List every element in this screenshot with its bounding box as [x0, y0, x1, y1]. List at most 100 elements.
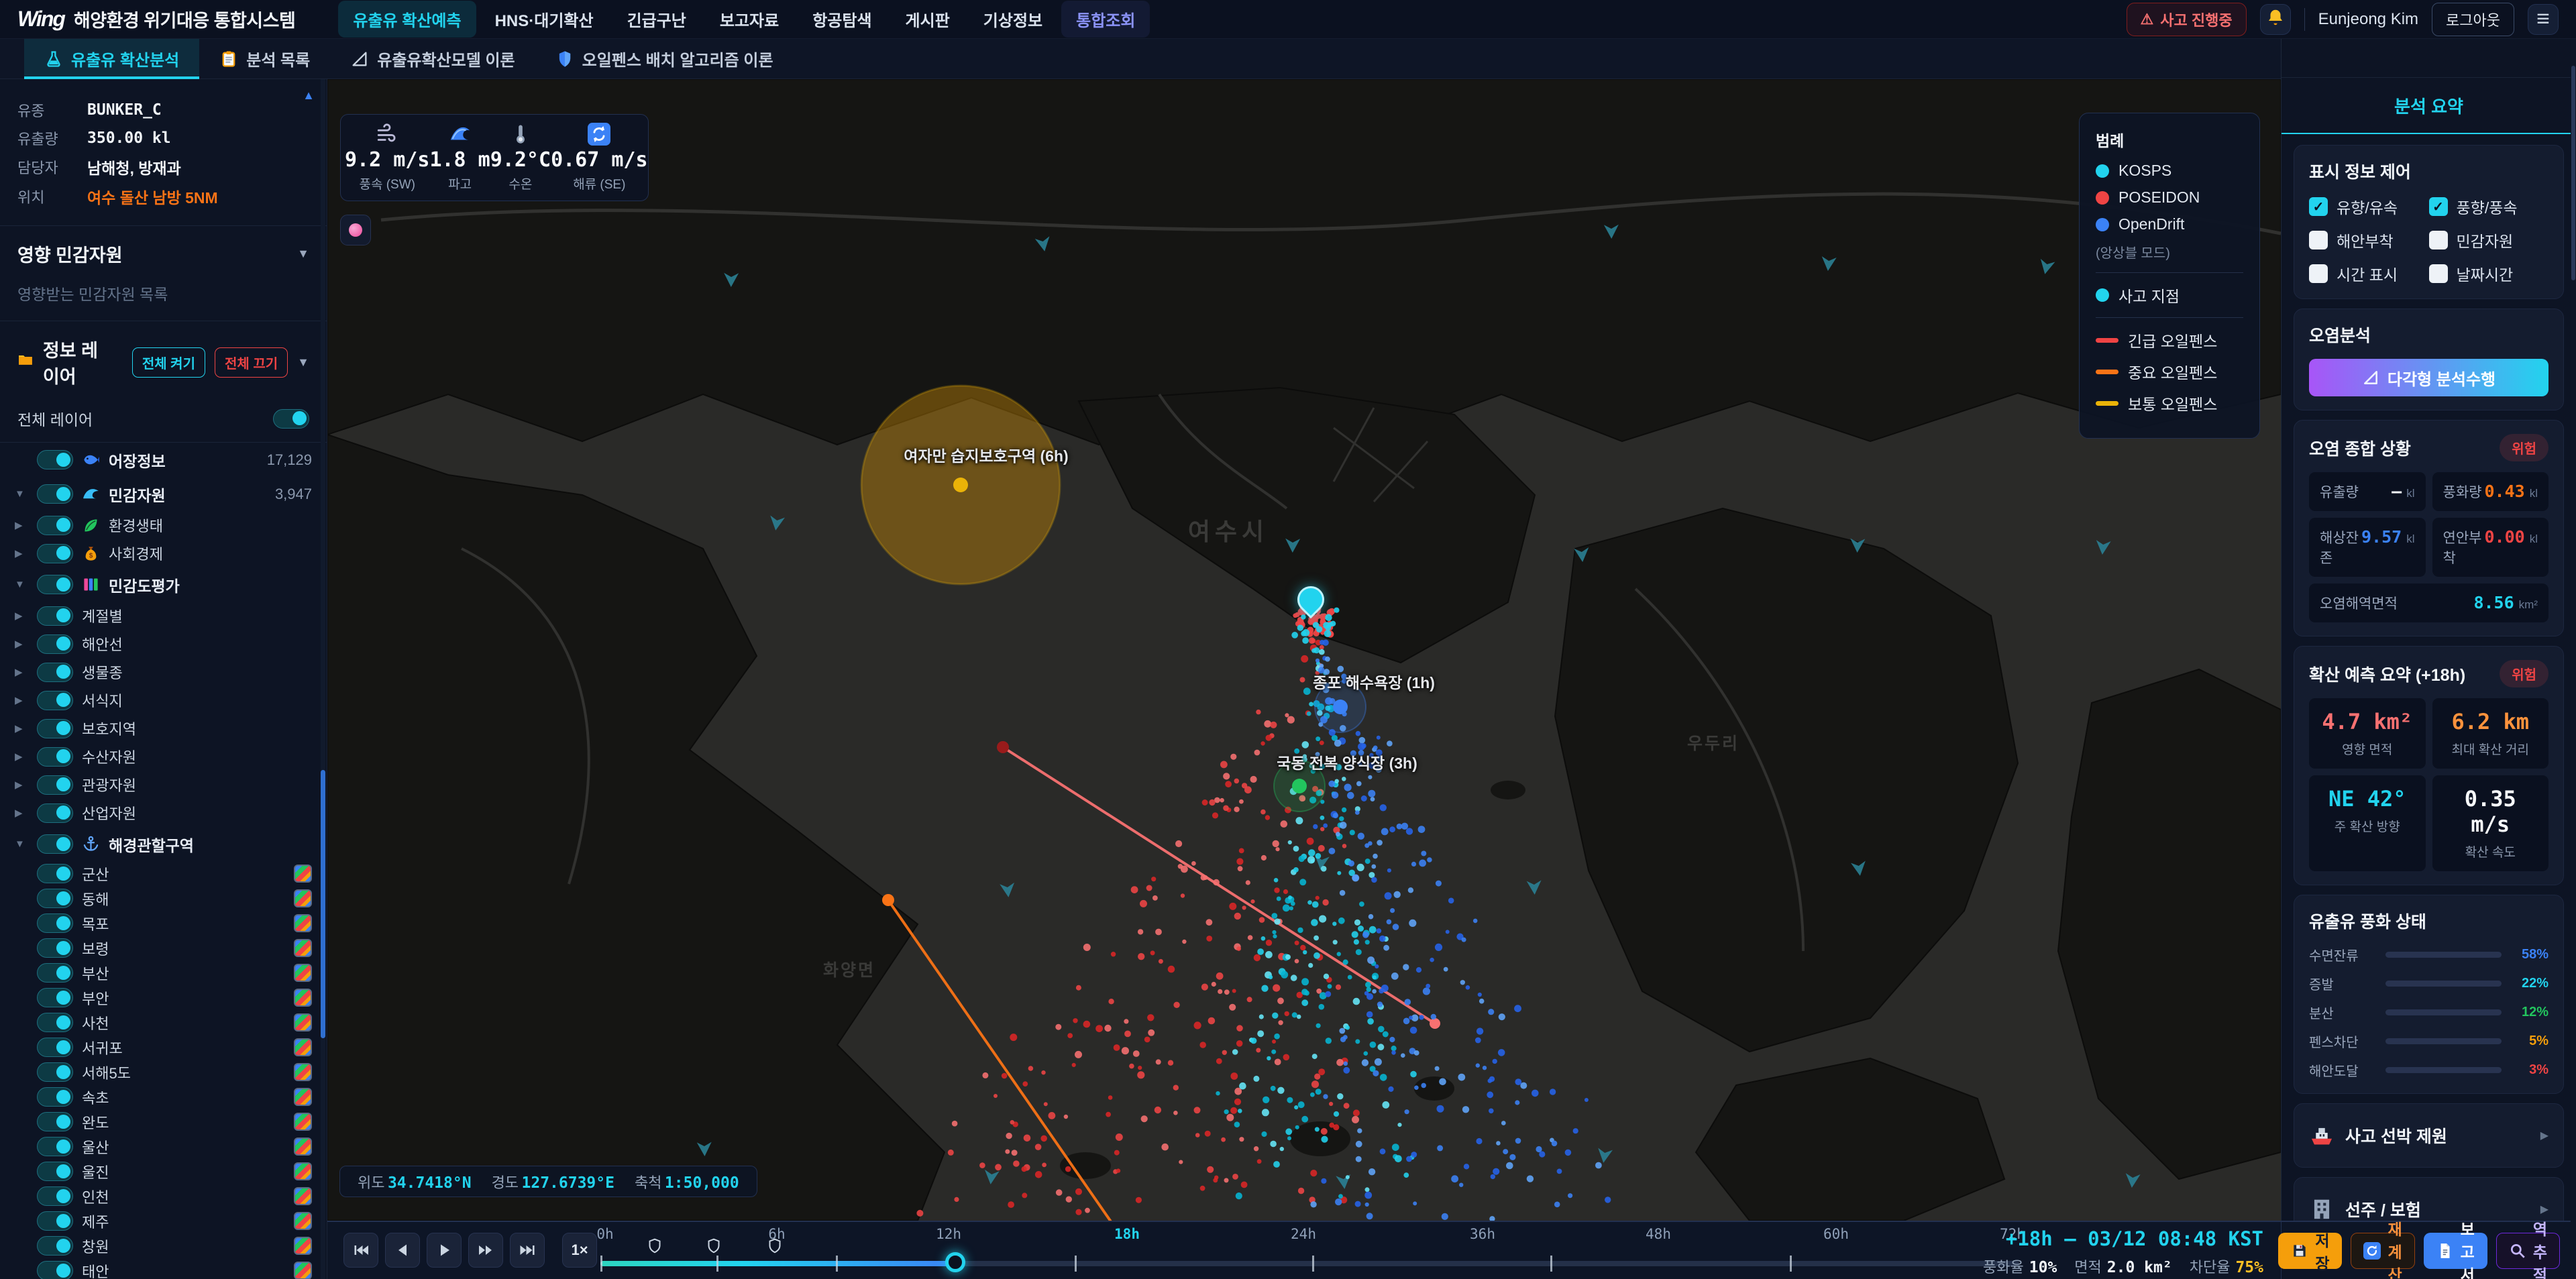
region-legend-button[interactable]	[294, 1212, 312, 1230]
layer-row-환경생태[interactable]: ▶ 환경생태	[0, 511, 327, 539]
oilfence-marker-icon[interactable]	[648, 1238, 661, 1254]
region-legend-button[interactable]	[294, 1013, 312, 1032]
layer-row-동해[interactable]: 동해	[0, 886, 327, 911]
region-legend-button[interactable]	[294, 1187, 312, 1205]
recalc-button[interactable]: 재계산	[2351, 1221, 2415, 1279]
caret-icon[interactable]: ▶	[15, 723, 23, 734]
layer-row-목포[interactable]: 목포	[0, 911, 327, 936]
checkbox-box[interactable]	[2428, 264, 2448, 283]
menu-button[interactable]: ≡	[2528, 3, 2559, 35]
map-canvas[interactable]: 여자만 습지보호구역 (6h) 종포 해수욕장 (1h) 국동 전복 양식장 (3h…	[327, 79, 2281, 1221]
playback-stepback-button[interactable]	[385, 1233, 420, 1268]
checkbox-시간 표시[interactable]: 시간 표시	[2309, 262, 2429, 285]
layer-row-보령[interactable]: 보령	[0, 936, 327, 960]
all-on-button[interactable]: 전체 켜기	[131, 347, 205, 378]
caret-icon[interactable]: ▶	[15, 610, 23, 622]
region-legend-button[interactable]	[294, 1162, 312, 1180]
layer-toggle[interactable]	[37, 543, 73, 563]
layer-row-민감도평가[interactable]: ▼ 민감도평가	[0, 567, 327, 602]
layer-toggle[interactable]	[37, 1112, 73, 1131]
layer-row-서식지[interactable]: ▶ 서식지	[0, 686, 327, 714]
layer-row-태안[interactable]: 태안	[0, 1258, 327, 1279]
oilfence-marker-icon[interactable]	[707, 1238, 720, 1254]
layer-row-부안[interactable]: 부안	[0, 985, 327, 1010]
nav-item-통합조회[interactable]: 통합조회	[1061, 1, 1150, 38]
region-legend-button[interactable]	[294, 1038, 312, 1056]
all-off-button[interactable]: 전체 끄기	[215, 347, 288, 378]
layer-row-군산[interactable]: 군산	[0, 861, 327, 886]
layer-row-어장정보[interactable]: 어장정보 17,129	[0, 443, 327, 477]
tab-유출유 확산분석[interactable]: 유출유 확산분석	[24, 39, 200, 79]
layer-toggle[interactable]	[37, 746, 73, 767]
collapse-icon[interactable]: ▲	[303, 89, 315, 102]
caret-icon[interactable]: ▶	[15, 779, 23, 791]
layer-row-사회경제[interactable]: ▶ $ 사회경제	[0, 539, 327, 567]
nav-item-유출유 확산예측[interactable]: 유출유 확산예측	[338, 1, 476, 38]
layer-toggle[interactable]	[37, 775, 73, 795]
checkbox-해안부착[interactable]: 해안부착	[2309, 229, 2429, 252]
layer-toggle[interactable]	[37, 889, 73, 908]
layer-toggle[interactable]	[37, 864, 73, 883]
layer-toggle[interactable]	[37, 803, 73, 823]
timeline-track[interactable]	[600, 1261, 2019, 1266]
layer-toggle[interactable]	[37, 1062, 73, 1082]
region-legend-button[interactable]	[294, 964, 312, 982]
layer-toggle[interactable]	[37, 938, 73, 958]
region-legend-button[interactable]	[294, 1237, 312, 1255]
caret-icon[interactable]: ▶	[15, 520, 23, 531]
region-legend-button[interactable]	[294, 989, 312, 1007]
layer-row-완도[interactable]: 완도	[0, 1109, 327, 1134]
caret-icon[interactable]: ▼	[15, 838, 25, 850]
layer-row-창원[interactable]: 창원	[0, 1233, 327, 1258]
tab-분석 목록[interactable]: 분석 목록	[199, 39, 330, 78]
layer-row-울진[interactable]: 울진	[0, 1159, 327, 1184]
chevron-down-icon[interactable]: ▼	[297, 355, 309, 369]
region-legend-button[interactable]	[294, 865, 312, 883]
layer-toggle[interactable]	[37, 1038, 73, 1057]
checkbox-box[interactable]	[2428, 231, 2448, 249]
caret-icon[interactable]: ▶	[15, 638, 23, 650]
tab-오일펜스 배치 알고리즘 이론[interactable]: 오일펜스 배치 알고리즘 이론	[535, 39, 794, 78]
layer-toggle[interactable]	[37, 690, 73, 710]
layer-row-산업자원[interactable]: ▶ 산업자원	[0, 799, 327, 827]
impact-section-header[interactable]: 영향 민감자원 ▼	[17, 245, 309, 266]
caret-icon[interactable]: ▶	[15, 808, 23, 819]
region-legend-button[interactable]	[294, 1137, 312, 1156]
map-tool-button[interactable]	[340, 215, 371, 245]
checkbox-풍향/풍속[interactable]: ✓ 풍향/풍속	[2428, 195, 2549, 218]
layer-toggle[interactable]	[37, 1261, 73, 1279]
layer-toggle[interactable]	[37, 1186, 73, 1206]
owner-insurance-card[interactable]: 선주 / 보험 ▶	[2294, 1177, 2564, 1221]
layer-row-해안선[interactable]: ▶ 해안선	[0, 630, 327, 658]
layer-toggle[interactable]	[37, 484, 73, 504]
back-button[interactable]: 역추적	[2496, 1221, 2560, 1279]
nav-item-긴급구난[interactable]: 긴급구난	[627, 12, 686, 30]
layer-toggle[interactable]	[37, 450, 73, 469]
caret-icon[interactable]: ▼	[15, 488, 25, 500]
tab-유출유확산모델 이론[interactable]: 유출유확산모델 이론	[330, 39, 535, 78]
notifications-button[interactable]	[2259, 3, 2291, 35]
vessel-spec-card[interactable]: 사고 선박 제원 ▶	[2294, 1103, 2564, 1168]
layer-row-해경관할구역[interactable]: ▼ 해경관할구역	[0, 827, 327, 861]
layer-row-계절별[interactable]: ▶ 계절별	[0, 602, 327, 630]
layer-toggle[interactable]	[37, 515, 73, 535]
layer-row-서귀포[interactable]: 서귀포	[0, 1035, 327, 1060]
layer-toggle[interactable]	[37, 834, 73, 854]
checkbox-날짜시간[interactable]: 날짜시간	[2428, 262, 2549, 285]
playback-ffwd-button[interactable]	[468, 1233, 503, 1268]
region-legend-button[interactable]	[294, 889, 312, 907]
playback-skipend-button[interactable]	[510, 1233, 545, 1268]
layer-toggle[interactable]	[37, 634, 73, 654]
all-layers-toggle[interactable]	[273, 408, 309, 429]
layer-toggle[interactable]	[37, 1211, 73, 1231]
region-legend-button[interactable]	[294, 1262, 312, 1279]
playback-speed-button[interactable]: 1×	[562, 1233, 597, 1268]
layer-row-수산자원[interactable]: ▶ 수산자원	[0, 742, 327, 771]
layer-toggle[interactable]	[37, 718, 73, 738]
checkbox-box[interactable]: ✓	[2309, 197, 2328, 216]
layer-row-민감자원[interactable]: ▼ 민감자원 3,947	[0, 477, 327, 511]
region-legend-button[interactable]	[294, 939, 312, 957]
layer-toggle[interactable]	[37, 1236, 73, 1256]
nav-item-기상정보[interactable]: 기상정보	[983, 12, 1043, 30]
layer-row-부산[interactable]: 부산	[0, 960, 327, 985]
